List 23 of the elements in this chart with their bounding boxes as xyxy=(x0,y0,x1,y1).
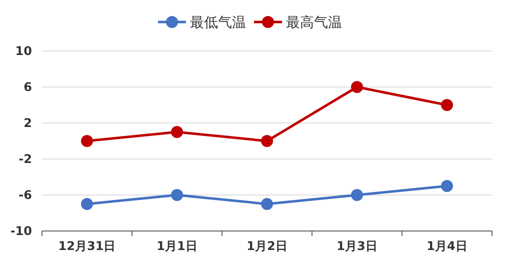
y-tick-label: -6 xyxy=(18,188,32,202)
point xyxy=(261,198,273,210)
y-tick-label: 6 xyxy=(24,80,32,94)
legend-label: 最低气温 xyxy=(190,15,246,31)
point xyxy=(171,189,183,201)
point xyxy=(81,135,93,147)
point xyxy=(351,189,363,201)
point xyxy=(261,135,273,147)
point xyxy=(171,126,183,138)
y-tick-label: -2 xyxy=(18,152,32,166)
point xyxy=(351,81,363,93)
y-tick-label: 10 xyxy=(15,44,32,58)
x-tick-label: 1月1日 xyxy=(156,239,198,253)
x-tick-label: 1月3日 xyxy=(336,239,378,253)
y-tick-label: 2 xyxy=(24,116,32,130)
legend-label: 最高气温 xyxy=(286,15,342,31)
x-tick-label: 1月2日 xyxy=(246,239,288,253)
x-tick-label: 12月31日 xyxy=(58,239,116,253)
y-tick-label: -10 xyxy=(10,224,32,238)
point xyxy=(441,99,453,111)
x-tick-label: 1月4日 xyxy=(426,239,468,253)
point xyxy=(81,198,93,210)
point xyxy=(441,180,453,192)
